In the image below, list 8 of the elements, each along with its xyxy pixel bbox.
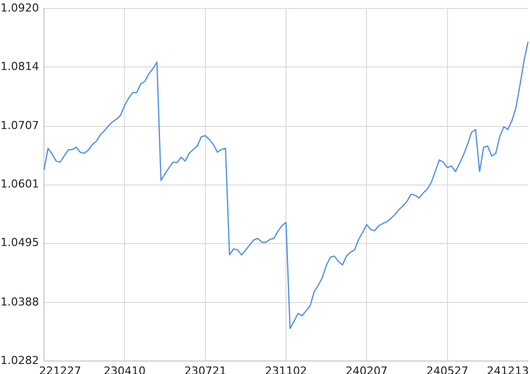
y-tick-label: 1.0920 <box>0 1 39 14</box>
y-tick-label: 1.0707 <box>0 119 39 132</box>
y-tick-label: 1.0601 <box>0 178 39 191</box>
y-tick-label: 1.0495 <box>0 236 39 250</box>
y-tick-label: 1.0814 <box>0 60 39 74</box>
y-tick-label: 1.0282 <box>0 354 39 367</box>
y-tick-label: 1.0388 <box>0 295 39 308</box>
x-tick-label: 221227 <box>39 364 82 374</box>
